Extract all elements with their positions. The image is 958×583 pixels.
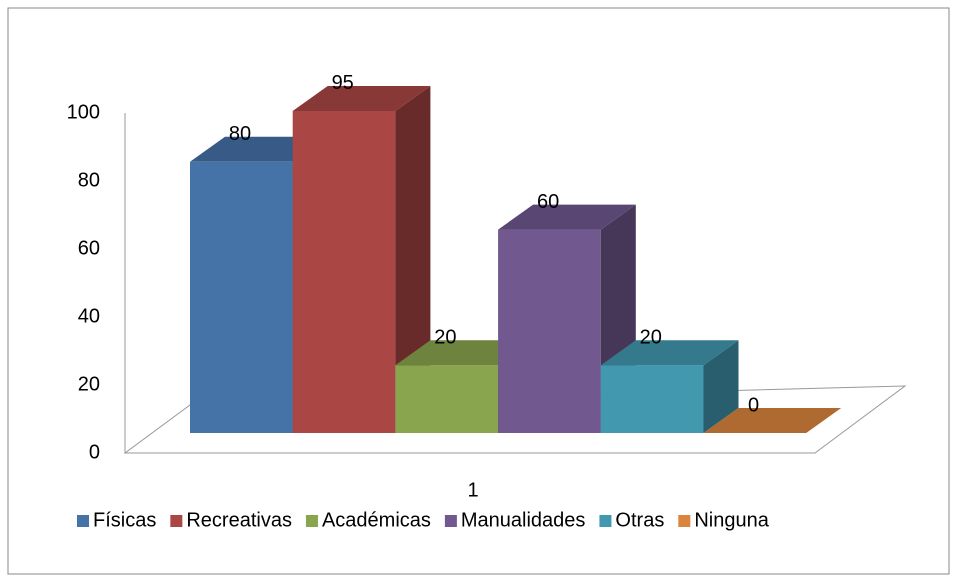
data-label: 20 bbox=[434, 326, 456, 348]
bar-top bbox=[498, 204, 636, 230]
legend-label: Ninguna bbox=[694, 509, 769, 531]
bar-front bbox=[498, 229, 601, 433]
y-tick-label: 0 bbox=[89, 441, 100, 463]
legend-label: Recreativas bbox=[186, 509, 292, 531]
legend-swatch bbox=[444, 515, 457, 527]
bar-front bbox=[190, 161, 293, 434]
x-tick-label: 1 bbox=[467, 479, 478, 501]
y-tick-label: 40 bbox=[78, 305, 100, 327]
bar-front bbox=[600, 365, 704, 433]
floor bbox=[123, 385, 907, 454]
y-tick-label: 60 bbox=[78, 237, 100, 259]
legend-swatch bbox=[77, 515, 89, 527]
legend-swatch bbox=[170, 515, 183, 527]
data-label: 20 bbox=[640, 326, 662, 348]
legend-swatch bbox=[678, 515, 691, 527]
legend-label: Físicas bbox=[93, 509, 156, 531]
bar-front bbox=[292, 110, 396, 433]
y-tick-label: 20 bbox=[78, 373, 100, 395]
data-label: 80 bbox=[229, 123, 251, 145]
y-tick-label: 80 bbox=[78, 169, 100, 191]
legend-swatch bbox=[305, 515, 318, 527]
bar-side bbox=[395, 85, 431, 433]
legend-swatch bbox=[599, 515, 612, 527]
bar-top bbox=[292, 85, 431, 111]
data-label: 95 bbox=[332, 72, 354, 94]
bar-front bbox=[395, 365, 499, 433]
bar-top bbox=[600, 340, 739, 366]
y-tick-label: 100 bbox=[67, 101, 100, 123]
data-label: 60 bbox=[537, 191, 559, 213]
legend-label: Otras bbox=[615, 509, 664, 531]
legend-label: Académicas bbox=[322, 509, 431, 531]
bar-side bbox=[703, 340, 739, 433]
chart-border bbox=[7, 7, 950, 575]
data-label: 0 bbox=[748, 394, 759, 416]
bar-top bbox=[703, 408, 842, 433]
legend-label: Manualidades bbox=[461, 509, 586, 531]
